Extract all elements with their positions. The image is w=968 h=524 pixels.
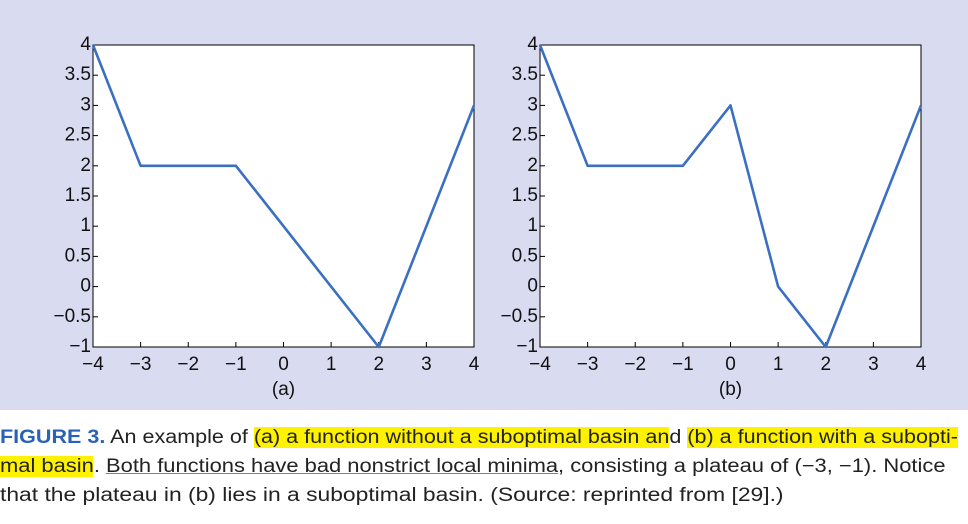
x-tick-label: −4 bbox=[529, 354, 551, 375]
caption-line: mal basin. Both functions have bad nonst… bbox=[0, 456, 946, 478]
x-tick-label: 2 bbox=[373, 354, 384, 375]
x-tick-label: 0 bbox=[278, 354, 289, 375]
x-axis-label: (b) bbox=[719, 379, 742, 400]
caption-line: FIGURE 3. An example of (a) a function w… bbox=[0, 427, 958, 449]
y-tick-label: 2 bbox=[80, 155, 91, 176]
caption-text: d bbox=[669, 427, 688, 448]
caption-text: (a) a function without a suboptimal basi… bbox=[253, 427, 670, 448]
y-tick-label: −0.5 bbox=[500, 306, 538, 327]
y-tick-label: 3.5 bbox=[512, 64, 538, 85]
data-line bbox=[538, 44, 923, 349]
x-tick-label: 2 bbox=[820, 354, 831, 375]
y-tick-label: 1.5 bbox=[512, 185, 538, 206]
y-tick-label: 4 bbox=[527, 34, 538, 55]
x-tick-label: 4 bbox=[916, 354, 927, 375]
y-tick-label: 0.5 bbox=[65, 245, 91, 266]
y-tick-label: 0 bbox=[80, 276, 91, 297]
x-axis-label: (a) bbox=[272, 379, 295, 400]
y-tick-label: 1 bbox=[80, 215, 91, 236]
caption-text: An example of bbox=[105, 427, 254, 448]
x-tick-label: −1 bbox=[672, 354, 694, 375]
x-tick-label: −2 bbox=[177, 354, 199, 375]
x-tick-label: −1 bbox=[225, 354, 247, 375]
x-tick-label: −3 bbox=[130, 354, 152, 375]
plot-area bbox=[92, 44, 475, 348]
y-tick-label: 2.5 bbox=[65, 125, 91, 146]
y-tick-label: −1 bbox=[516, 336, 538, 357]
y-tick-label: 1.5 bbox=[65, 185, 91, 206]
x-tick-label: 1 bbox=[326, 354, 337, 375]
y-tick-label: 1 bbox=[527, 215, 538, 236]
figure: −1 −0.5 0 0.5 1 1.5 2 2.5 3 3.5 4 −4 −3 −2 −1 0 1 2 3 4 (a) −… bbox=[0, 0, 968, 410]
data-line bbox=[91, 44, 476, 349]
x-tick-label: −3 bbox=[577, 354, 599, 375]
x-tick-label: 3 bbox=[421, 354, 432, 375]
x-tick-label: 1 bbox=[773, 354, 784, 375]
caption-text: , consisting a plateau of (−3, −1). Noti… bbox=[558, 456, 946, 477]
y-tick-label: −0.5 bbox=[53, 306, 91, 327]
x-tick-label: −4 bbox=[82, 354, 104, 375]
caption-text: (b) a function with a subopti- bbox=[687, 427, 958, 448]
y-tick-label: 0.5 bbox=[512, 245, 538, 266]
y-tick-label: 3.5 bbox=[65, 64, 91, 85]
caption-text: mal basin bbox=[0, 456, 94, 477]
y-tick-label: 2 bbox=[527, 155, 538, 176]
caption-text: FIGURE 3. bbox=[0, 427, 106, 448]
y-tick-label: 3 bbox=[527, 94, 538, 115]
y-tick-label: 4 bbox=[80, 34, 91, 55]
caption-text: that the plateau in (b) lies in a subopt… bbox=[0, 485, 784, 506]
y-tick-label: 3 bbox=[80, 94, 91, 115]
x-tick-label: 0 bbox=[725, 354, 736, 375]
y-tick-label: 0 bbox=[527, 276, 538, 297]
caption-text: . bbox=[93, 456, 107, 477]
y-tick-label: −1 bbox=[69, 336, 91, 357]
x-tick-label: 3 bbox=[868, 354, 879, 375]
y-tick-label: 2.5 bbox=[512, 125, 538, 146]
plot-area bbox=[539, 44, 922, 348]
x-tick-label: −2 bbox=[624, 354, 646, 375]
x-tick-label: 4 bbox=[469, 354, 480, 375]
caption-text: Both functions have bad nonstrict local … bbox=[106, 456, 559, 477]
caption-line: that the plateau in (b) lies in a subopt… bbox=[0, 485, 784, 507]
